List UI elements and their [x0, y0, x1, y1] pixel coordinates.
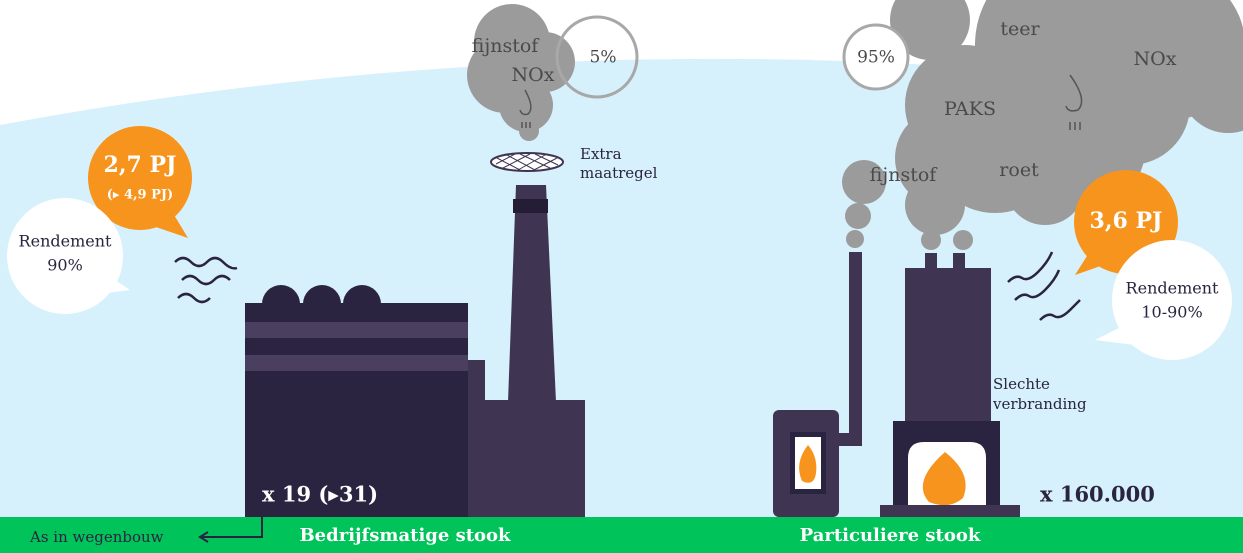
count-label: x 160.000: [1040, 482, 1155, 507]
efficiency-bubble: [1112, 240, 1232, 360]
share-label: 95%: [857, 48, 895, 68]
section-label: Bedrijfsmatige stook: [299, 525, 511, 546]
ash-label: As in wegenbouw: [29, 528, 164, 546]
smoke-label: NOx: [1134, 48, 1177, 70]
efficiency-label: Rendement: [19, 232, 112, 251]
combustion-label: Slechte: [993, 375, 1050, 393]
energy-label: 3,6 PJ: [1090, 208, 1163, 234]
smoke-label: teer: [1000, 18, 1040, 40]
filter-label: maatregel: [580, 164, 658, 182]
energy-label: 2,7 PJ: [104, 152, 177, 178]
page: {"left": {"energy": "2,7 PJ", "energy_al…: [0, 0, 1243, 553]
share-label: 5%: [590, 48, 617, 68]
smoke-label: NOx: [512, 64, 555, 86]
smoke-label: roet: [999, 159, 1039, 181]
energy-alt-label: (▸ 4,9 PJ): [107, 188, 173, 203]
filter-label: Extra: [580, 145, 622, 163]
combustion-label: verbranding: [992, 395, 1087, 413]
efficiency-label: Rendement: [1126, 279, 1219, 298]
smoke-label: PAKS: [944, 98, 996, 120]
ground-bar: [0, 517, 1243, 553]
efficiency-value: 10-90%: [1141, 303, 1202, 322]
count-label: x 19 (▸31): [262, 482, 378, 507]
filter: [491, 153, 563, 171]
section-label: Particuliere stook: [800, 525, 981, 546]
smoke-label: fijnstof: [870, 164, 939, 186]
infographic: fijnstof NOx 5% Extra maatregel 2,7 PJ (…: [0, 0, 1243, 553]
smoke-label: fijnstof: [472, 35, 541, 57]
efficiency-value: 90%: [47, 256, 83, 275]
